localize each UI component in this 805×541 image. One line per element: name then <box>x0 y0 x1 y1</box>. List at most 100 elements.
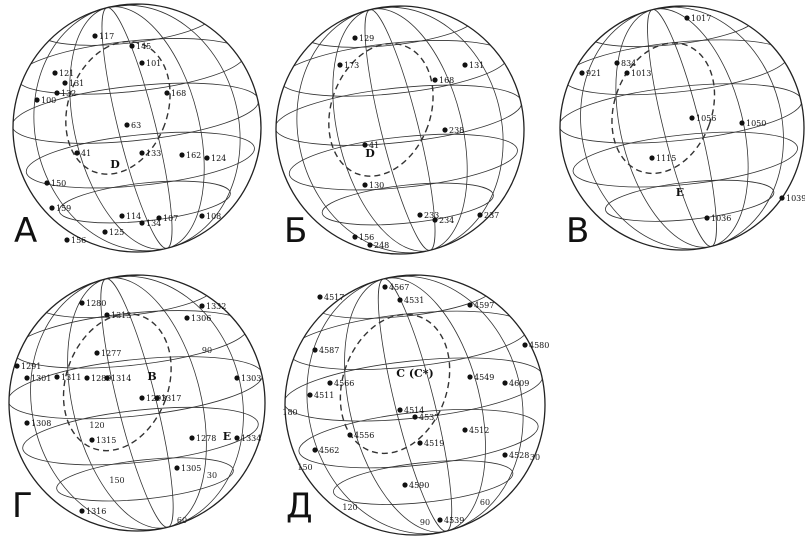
grid-label: 90 <box>202 346 212 355</box>
point <box>92 33 98 39</box>
point <box>119 213 125 219</box>
point <box>64 237 70 243</box>
globe: 1280131313321306127713111289131412931317… <box>8 274 266 532</box>
point-label: 132 <box>61 89 76 98</box>
grid-label: 180 <box>282 408 297 417</box>
point-label: 131 <box>469 61 484 70</box>
point-label: 1280 <box>86 299 106 308</box>
point <box>124 122 130 128</box>
point <box>382 284 388 290</box>
point-label: 108 <box>206 212 221 221</box>
point <box>199 213 205 219</box>
point <box>347 432 353 438</box>
parallel <box>288 133 518 191</box>
point-label: 159 <box>56 204 71 213</box>
point <box>54 374 60 380</box>
parallel <box>58 180 231 224</box>
point <box>104 375 110 381</box>
point <box>199 303 205 309</box>
point-label: 4511 <box>314 391 334 400</box>
meridian <box>33 4 241 252</box>
track <box>328 42 434 177</box>
point <box>74 150 80 156</box>
panel-letter: Б <box>284 211 307 251</box>
point <box>79 508 85 514</box>
point <box>367 242 373 248</box>
parallel <box>572 131 798 188</box>
point-label: 4537 <box>419 413 439 422</box>
point <box>312 447 318 453</box>
globe: 1017 834 921 1013 1036 1039 1115 1056 1050 E <box>559 5 805 251</box>
point-label: 1056 <box>696 114 716 123</box>
panel-letter: В <box>566 211 589 251</box>
point <box>397 407 403 413</box>
point-label: 1115 <box>656 154 676 163</box>
point-label: 4528 <box>509 451 529 460</box>
globe-outline <box>12 3 262 253</box>
track <box>339 313 451 455</box>
point <box>649 155 655 161</box>
point <box>89 437 95 443</box>
point <box>312 347 318 353</box>
point <box>477 212 483 218</box>
point-label: 4597 <box>474 301 494 310</box>
panel-letter: Г <box>12 486 33 526</box>
point <box>94 350 100 356</box>
point <box>156 215 162 221</box>
globe-grid <box>276 6 523 254</box>
parallel <box>321 182 494 226</box>
point-label: 4566 <box>334 379 354 388</box>
point-label: 145 <box>136 42 151 51</box>
point-label: 1305 <box>181 464 201 473</box>
point <box>179 152 185 158</box>
point <box>614 60 620 66</box>
globe-outline <box>284 274 546 536</box>
point <box>139 60 145 66</box>
point-label: 1334 <box>241 434 261 443</box>
point-label: 4567 <box>389 283 409 292</box>
point-label: 1314 <box>111 374 131 383</box>
point <box>684 15 690 21</box>
point <box>467 302 473 308</box>
point-label: 4590 <box>409 481 429 490</box>
point-label: 1039 <box>786 194 805 203</box>
point <box>139 150 145 156</box>
parallel <box>13 82 260 144</box>
point <box>44 180 50 186</box>
point <box>307 392 313 398</box>
point-label: 156 <box>71 236 86 245</box>
point-label: 4539 <box>444 516 464 525</box>
point-label: 1289 <box>91 374 111 383</box>
point-label: 233 <box>424 211 439 220</box>
point <box>779 195 785 201</box>
parallel <box>333 460 514 505</box>
point <box>34 97 40 103</box>
point <box>417 440 423 446</box>
point <box>24 375 30 381</box>
parallel <box>586 6 756 48</box>
point-label: 168 <box>171 89 186 98</box>
point-label: 1313 <box>111 311 131 320</box>
point-label: 1278 <box>196 434 216 443</box>
point <box>442 127 448 133</box>
point-label: 1306 <box>191 314 211 323</box>
point <box>579 70 585 76</box>
point-label: 1315 <box>96 436 116 445</box>
point-label: 156 <box>359 233 374 242</box>
parallel <box>25 131 255 189</box>
point <box>467 374 473 380</box>
point-label: 134 <box>146 219 161 228</box>
point-label: 1303 <box>241 374 261 383</box>
point <box>102 229 108 235</box>
point <box>432 77 438 83</box>
point-label: 4517 <box>324 293 344 302</box>
point-label: 4587 <box>319 346 339 355</box>
region-label: B <box>147 370 156 383</box>
point-label: 1036 <box>711 214 731 223</box>
grid-label: 150 <box>297 463 312 472</box>
point-label: 63 <box>131 121 141 130</box>
point <box>624 70 630 76</box>
point <box>412 414 418 420</box>
